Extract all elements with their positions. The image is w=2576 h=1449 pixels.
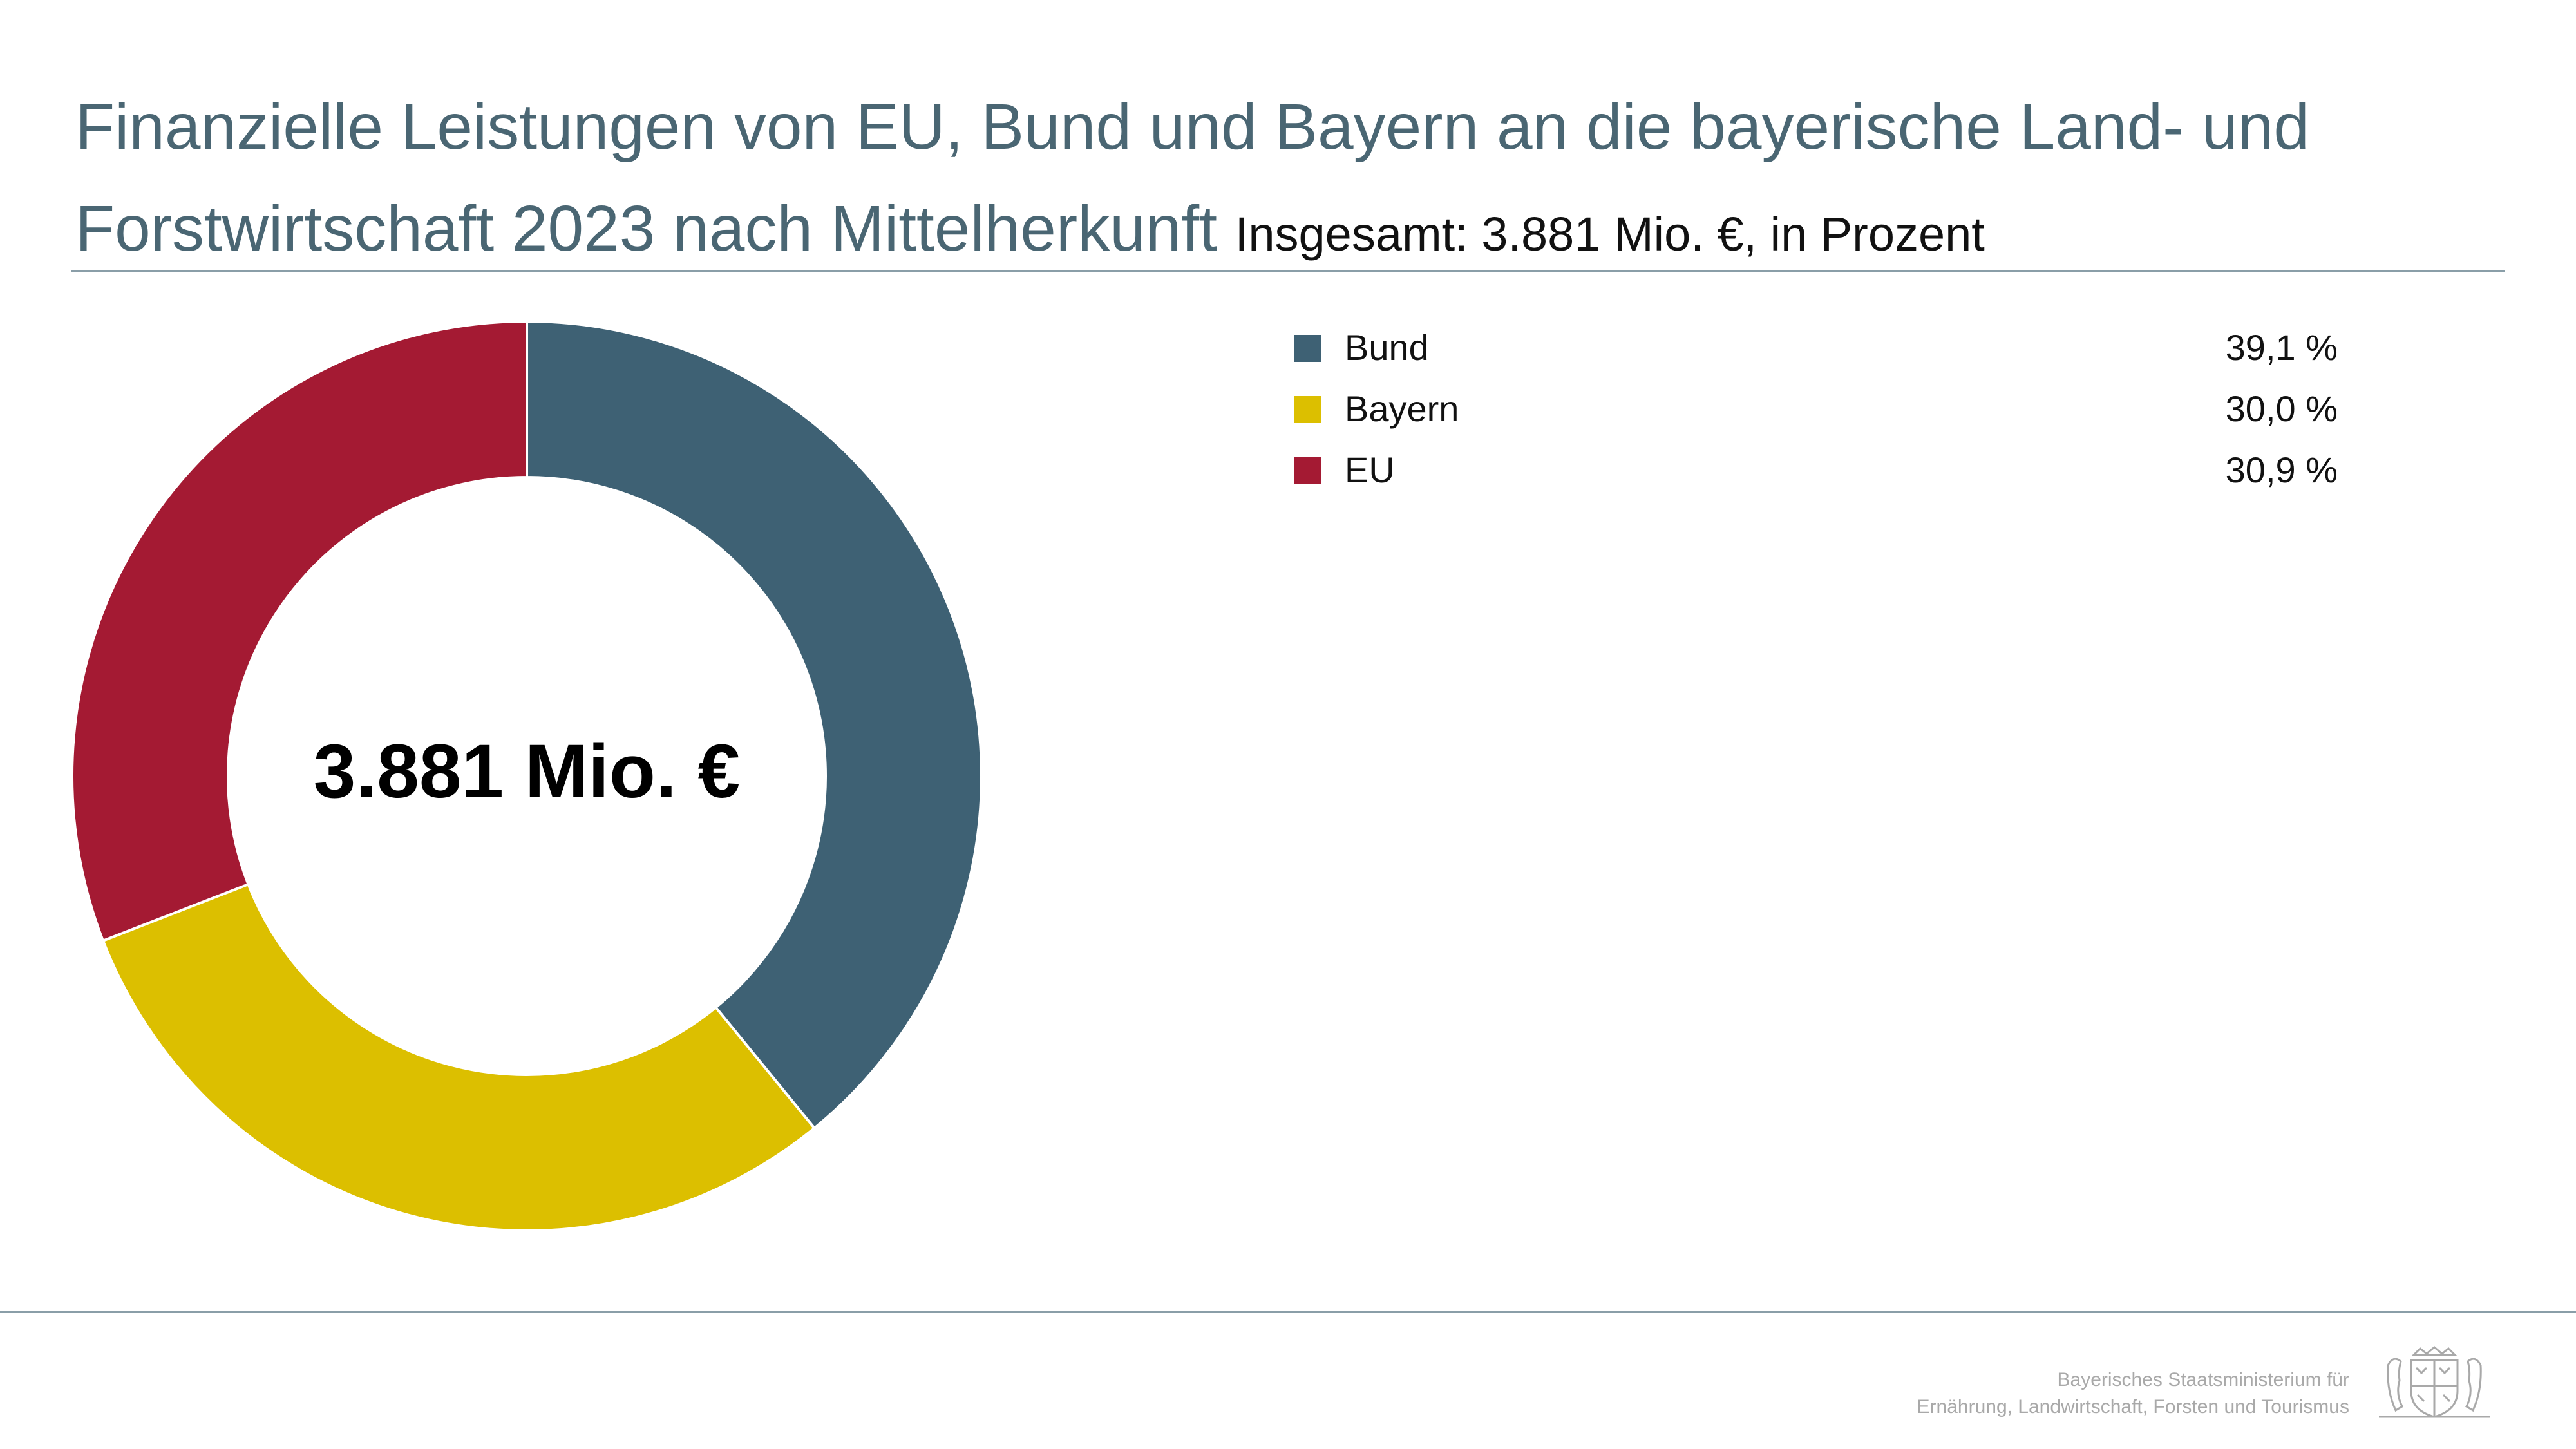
legend-item-eu: EU 30,9 %	[1294, 444, 2338, 506]
ministry-name-line1: Bayerisches Staatsministerium für	[2057, 1369, 2350, 1390]
chart-legend: Bund 39,1 % Bayern 30,0 % EU 30,9 %	[1294, 322, 2338, 506]
bavarian-coat-of-arms-icon	[2379, 1346, 2490, 1418]
legend-swatch	[1294, 457, 1321, 484]
footer-divider	[0, 1311, 2576, 1313]
ministry-name: Bayerisches Staatsministerium für Ernähr…	[1917, 1367, 2349, 1421]
legend-label: Bayern	[1345, 388, 1459, 429]
legend-label: Bund	[1345, 327, 1429, 368]
chart-title: Finanzielle Leistungen von EU, Bund und …	[75, 76, 2497, 285]
chart-subtitle: Insgesamt: 3.881 Mio. €, in Prozent	[1235, 207, 1985, 261]
legend-label: EU	[1345, 450, 1395, 490]
chart-title-text: Finanzielle Leistungen von EU, Bund und …	[75, 91, 2309, 265]
donut-slices	[71, 319, 983, 1232]
legend-swatch	[1294, 396, 1321, 423]
donut-slice-eu	[71, 319, 528, 943]
legend-swatch	[1294, 335, 1321, 362]
donut-slice-bayern	[101, 882, 817, 1232]
legend-value: 30,0 %	[2225, 388, 2338, 429]
legend-value: 39,1 %	[2225, 327, 2338, 368]
legend-item-bund: Bund 39,1 %	[1294, 322, 2338, 383]
legend-value: 30,9 %	[2225, 450, 2338, 490]
donut-slice-bund	[526, 319, 983, 1130]
ministry-name-line2: Ernährung, Landwirtschaft, Forsten und T…	[1917, 1396, 2349, 1417]
header-divider	[71, 270, 2505, 272]
legend-item-bayern: Bayern 30,0 %	[1294, 383, 2338, 444]
donut-center-label: 3.881 Mio. €	[314, 729, 740, 814]
